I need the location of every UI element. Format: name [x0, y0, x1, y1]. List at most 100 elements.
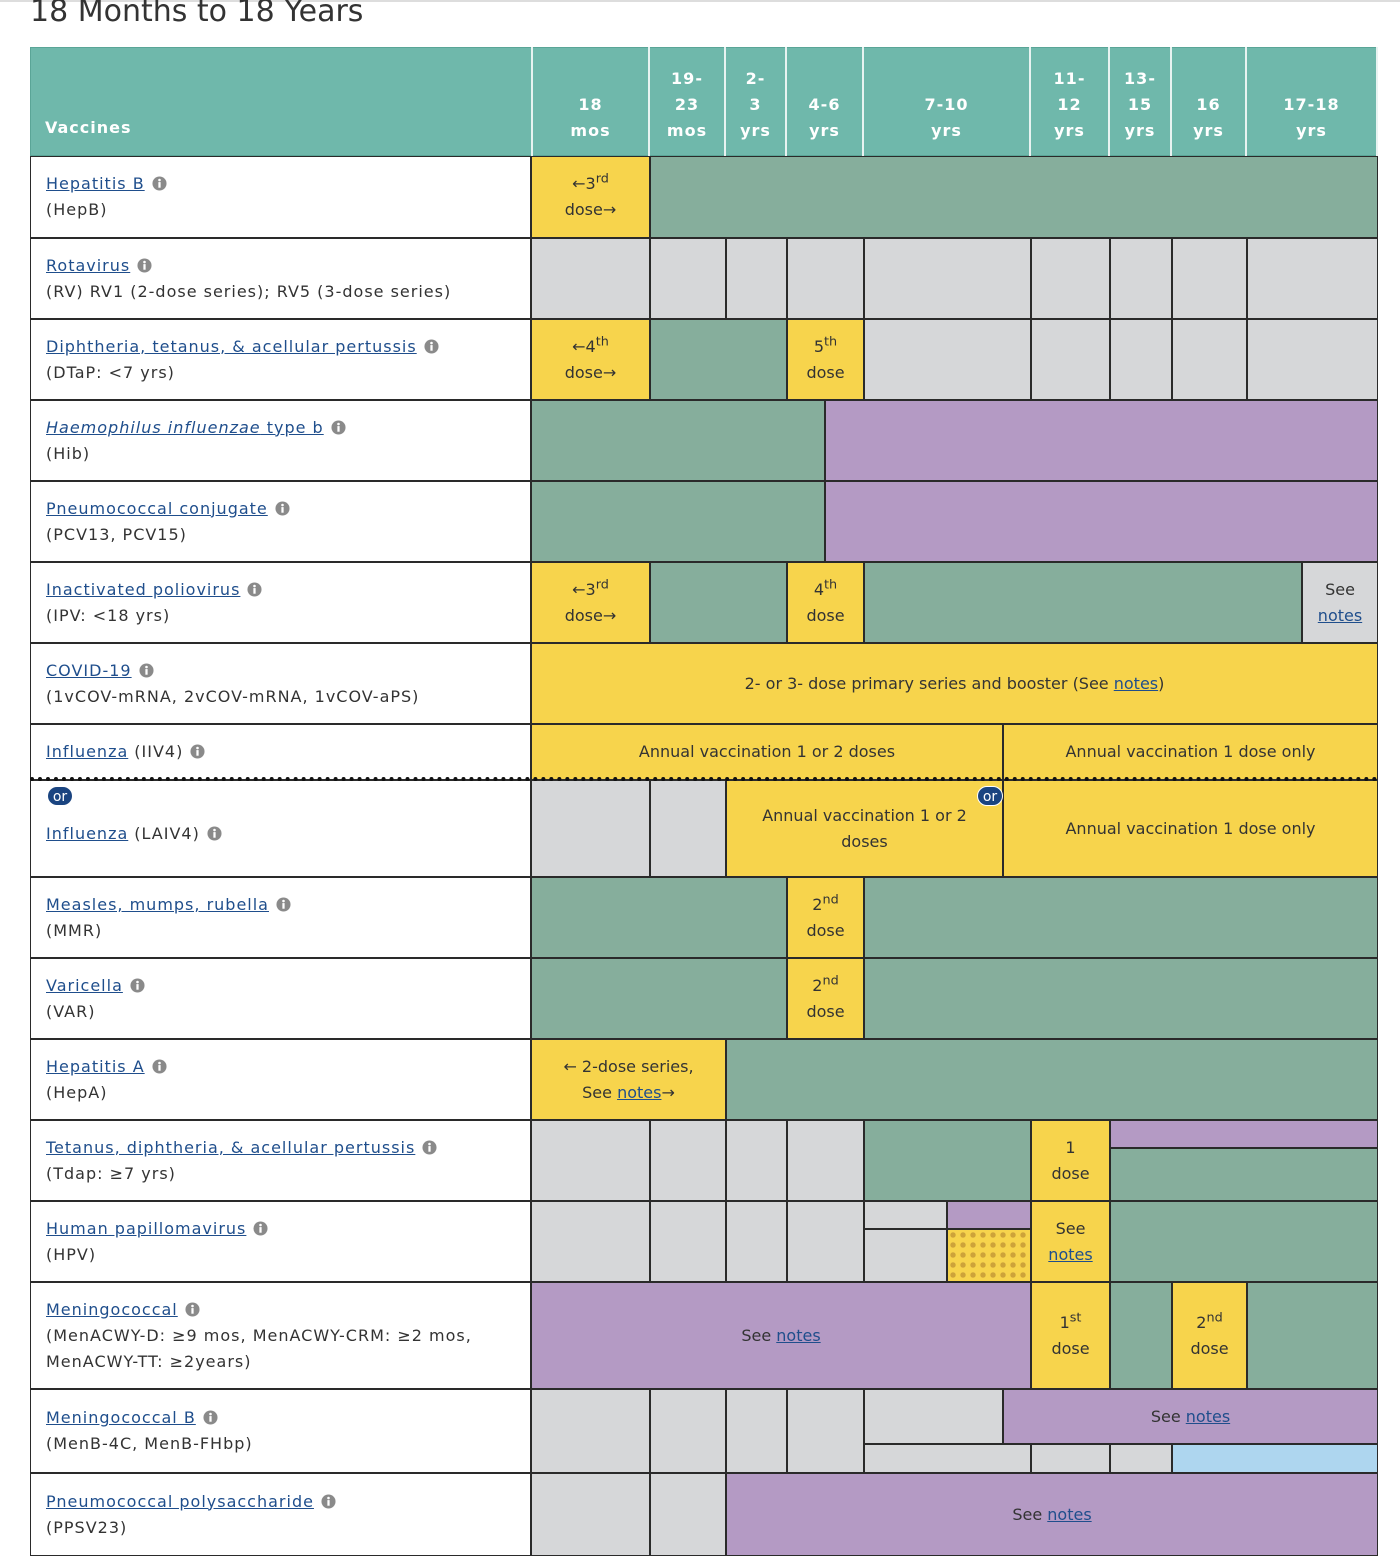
age-header-line: yrs [740, 121, 771, 140]
age-header: 19- 23 mos [650, 47, 726, 156]
info-icon[interactable] [321, 1493, 336, 1509]
age-header-line: yrs [931, 121, 962, 140]
cell-text: ←3 [572, 579, 596, 599]
info-icon[interactable] [247, 581, 262, 597]
notes-link[interactable]: notes [1113, 673, 1159, 693]
schedule-cell [1031, 238, 1110, 319]
cell-text: See [1150, 1406, 1186, 1426]
info-icon[interactable] [152, 176, 167, 191]
vaccine-link[interactable]: Varicella [46, 975, 123, 995]
vaccine-abbr: (MenB-4C, MenB-FHbp) [46, 1434, 253, 1453]
schedule-cell: 2- or 3- dose primary series and booster… [531, 643, 1378, 724]
cell-text: 2 [1196, 1312, 1207, 1332]
schedule-cell [864, 238, 1031, 319]
vaccine-link[interactable]: Influenza [46, 823, 129, 843]
schedule-cell [1110, 1148, 1378, 1201]
age-header: 2- 3 yrs [726, 47, 787, 156]
info-icon[interactable] [275, 500, 290, 516]
vaccine-name-line: Hepatitis A [46, 1054, 510, 1080]
schedule-cell [1247, 1282, 1378, 1389]
vaccine-label: Diphtheria, tetanus, & acellular pertuss… [30, 319, 531, 400]
notes-link[interactable]: notes [1048, 1244, 1093, 1264]
info-icon[interactable] [139, 662, 154, 678]
schedule-cell: 4th dose [787, 562, 864, 643]
age-header: 11- 12 yrs [1031, 47, 1110, 156]
schedule-cell [787, 1201, 864, 1282]
vaccine-name-rest: type b [260, 417, 324, 437]
schedule-cell: See notes [726, 1473, 1378, 1556]
info-icon[interactable] [185, 1301, 200, 1317]
vaccine-label: Human papillomavirus (HPV) [30, 1201, 531, 1282]
vaccine-label: Hepatitis A (HepA) [30, 1039, 531, 1120]
schedule-cell [825, 400, 1378, 481]
notes-link[interactable]: notes [617, 1082, 662, 1102]
vaccine-abbr: (HepA) [46, 1082, 108, 1102]
notes-link[interactable]: notes [1047, 1504, 1092, 1524]
vaccine-link[interactable]: Tetanus, diphtheria, & acellular pertuss… [46, 1137, 416, 1157]
age-header-line: 11- [1053, 69, 1086, 88]
vaccine-link[interactable]: Hepatitis B [46, 174, 145, 193]
cell-line: notes [1048, 1242, 1092, 1268]
cell-sup: nd [1206, 1310, 1223, 1326]
notes-link[interactable]: notes [1317, 605, 1363, 625]
vaccine-name-italic: Haemophilus influenzae [46, 417, 261, 437]
info-icon[interactable] [130, 977, 145, 993]
notes-link[interactable]: notes [776, 1325, 821, 1345]
schedule-cell [947, 1201, 1031, 1229]
schedule-cell [864, 319, 1031, 400]
info-icon[interactable] [276, 896, 291, 912]
info-icon[interactable] [152, 1058, 167, 1074]
cell-text: See [582, 1082, 618, 1102]
vaccine-link[interactable]: COVID-19 [46, 660, 132, 680]
notes-link[interactable]: notes [1185, 1406, 1231, 1426]
cell-line: dose [806, 360, 844, 386]
vaccine-label: Influenza (LAIV4) [30, 780, 531, 877]
cell-text: dose→ [564, 200, 617, 219]
age-header-line: 7-10 [924, 95, 969, 114]
cell-line: ←4th [572, 334, 609, 360]
vaccine-link[interactable]: Rotavirus [46, 255, 131, 275]
schedule-cell [1110, 1120, 1378, 1148]
schedule-cell [726, 1201, 787, 1282]
info-icon[interactable] [137, 257, 152, 273]
schedule-cell [531, 1389, 650, 1473]
info-icon[interactable] [190, 744, 205, 759]
cell-text: Annual vaccination 1 or 2 [762, 805, 967, 825]
info-icon[interactable] [422, 1139, 437, 1155]
vaccine-link[interactable]: Pneumococcal conjugate [46, 498, 268, 518]
vaccine-label: Inactivated poliovirus (IPV: <18 yrs) [30, 562, 531, 643]
vaccine-link[interactable]: Inactivated poliovirus [46, 579, 241, 599]
vaccine-abbr: (HPV) [46, 1244, 97, 1264]
cell-text: Annual vaccination 1 dose only [1065, 742, 1316, 761]
cell-line: 4th [814, 577, 837, 603]
vaccine-link[interactable]: Influenza [46, 742, 129, 761]
age-header-line: 18 [578, 95, 603, 114]
info-icon[interactable] [424, 338, 439, 354]
vaccine-link[interactable]: Measles, mumps, rubella [46, 894, 269, 914]
info-icon[interactable] [203, 1410, 218, 1425]
schedule-cell [947, 1229, 1031, 1282]
vaccine-label: Meningococcal B (MenB-4C, MenB-FHbp) [30, 1389, 531, 1473]
vaccine-link[interactable]: Diphtheria, tetanus, & acellular pertuss… [46, 336, 417, 356]
vaccine-link[interactable]: Haemophilus influenzae type b [46, 418, 324, 437]
vaccine-link[interactable]: Pneumococcal polysaccharide [46, 1491, 314, 1511]
info-icon[interactable] [207, 825, 222, 841]
vaccine-abbr: (MenACWY-D: ≥9 mos, MenACWY-CRM: ≥2 mos,… [46, 1325, 472, 1371]
cell-text: 2 [812, 975, 823, 995]
vaccine-abbr: (1vCOV-mRNA, 2vCOV-mRNA, 1vCOV-aPS) [46, 686, 420, 706]
info-icon[interactable] [253, 1220, 268, 1236]
vaccine-link[interactable]: Meningococcal [46, 1299, 178, 1319]
vaccine-label: Varicella (VAR) [30, 958, 531, 1039]
vaccine-name-line: Diphtheria, tetanus, & acellular pertuss… [46, 334, 510, 360]
cell-line: 2nd [812, 973, 838, 999]
age-header: 16 yrs [1172, 47, 1247, 156]
age-header: 4-6 yrs [787, 47, 864, 156]
vaccine-link[interactable]: Human papillomavirus [46, 1218, 247, 1238]
vaccine-name-line: Measles, mumps, rubella [46, 892, 510, 918]
schedule-cell [531, 238, 650, 319]
cell-line: See notes→ [582, 1080, 675, 1106]
vaccine-link[interactable]: Hepatitis A [46, 1056, 145, 1076]
vaccine-link[interactable]: Meningococcal B [46, 1408, 196, 1427]
info-icon[interactable] [331, 419, 346, 435]
cell-line: Annual vaccination 1 or 2 doses [639, 739, 895, 765]
